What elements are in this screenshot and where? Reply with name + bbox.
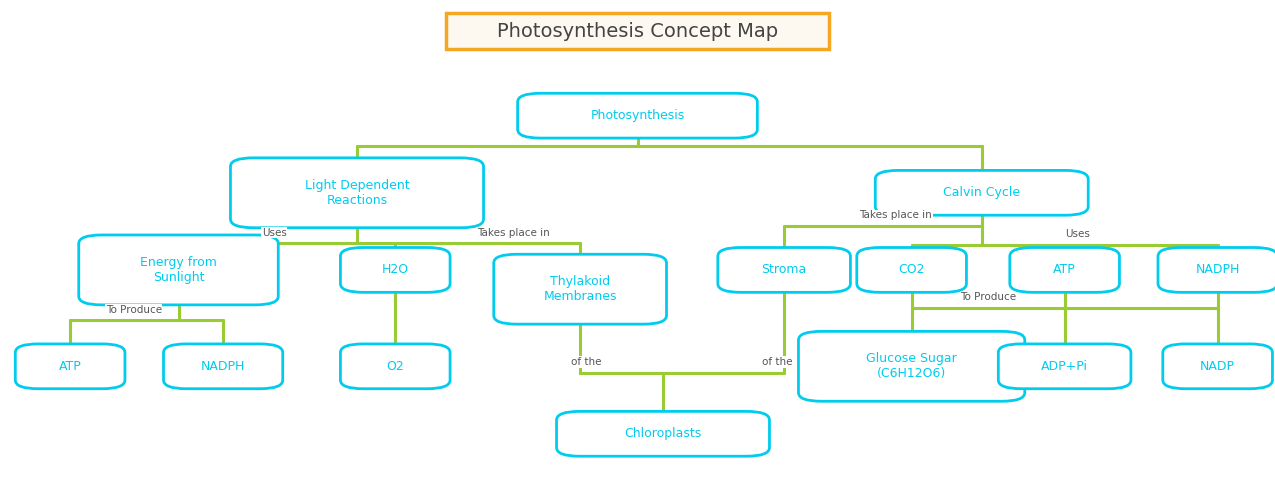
Text: Uses: Uses — [261, 228, 287, 238]
Text: O2: O2 — [386, 360, 404, 373]
Text: Glucose Sugar
(C6H12O6): Glucose Sugar (C6H12O6) — [866, 352, 958, 380]
FancyBboxPatch shape — [1010, 248, 1119, 292]
FancyBboxPatch shape — [79, 235, 278, 305]
FancyBboxPatch shape — [1158, 248, 1275, 292]
Text: of the: of the — [762, 357, 793, 367]
Text: H2O: H2O — [381, 264, 409, 276]
Text: Light Dependent
Reactions: Light Dependent Reactions — [305, 179, 409, 207]
Text: Photosynthesis: Photosynthesis — [590, 109, 685, 122]
Text: Takes place in: Takes place in — [859, 210, 932, 220]
Text: NADPH: NADPH — [1196, 264, 1239, 276]
Text: To Produce: To Produce — [106, 305, 162, 315]
Text: Stroma: Stroma — [761, 264, 807, 276]
Text: To Produce: To Produce — [960, 292, 1016, 302]
FancyBboxPatch shape — [857, 248, 966, 292]
Text: CO2: CO2 — [899, 264, 924, 276]
FancyBboxPatch shape — [875, 171, 1088, 215]
Text: Photosynthesis Concept Map: Photosynthesis Concept Map — [497, 22, 778, 41]
Text: of the: of the — [571, 357, 602, 367]
FancyBboxPatch shape — [15, 344, 125, 388]
FancyBboxPatch shape — [163, 344, 283, 388]
Text: Chloroplasts: Chloroplasts — [625, 428, 701, 440]
Text: NADP: NADP — [1200, 360, 1235, 373]
FancyBboxPatch shape — [798, 332, 1025, 401]
Text: Takes place in: Takes place in — [477, 228, 550, 238]
FancyBboxPatch shape — [493, 254, 667, 324]
FancyBboxPatch shape — [231, 158, 483, 228]
Text: ADP+Pi: ADP+Pi — [1042, 360, 1088, 373]
FancyBboxPatch shape — [446, 13, 829, 49]
FancyBboxPatch shape — [556, 411, 769, 456]
FancyBboxPatch shape — [340, 248, 450, 292]
Text: Uses: Uses — [1065, 229, 1090, 240]
FancyBboxPatch shape — [340, 344, 450, 388]
Text: Thylakoid
Membranes: Thylakoid Membranes — [543, 275, 617, 303]
Text: ATP: ATP — [1053, 264, 1076, 276]
FancyBboxPatch shape — [518, 94, 757, 138]
FancyBboxPatch shape — [998, 344, 1131, 388]
Text: Energy from
Sunlight: Energy from Sunlight — [140, 256, 217, 284]
Text: ATP: ATP — [59, 360, 82, 373]
Text: NADPH: NADPH — [201, 360, 245, 373]
FancyBboxPatch shape — [718, 248, 850, 292]
Text: Calvin Cycle: Calvin Cycle — [944, 187, 1020, 199]
FancyBboxPatch shape — [1163, 344, 1272, 388]
